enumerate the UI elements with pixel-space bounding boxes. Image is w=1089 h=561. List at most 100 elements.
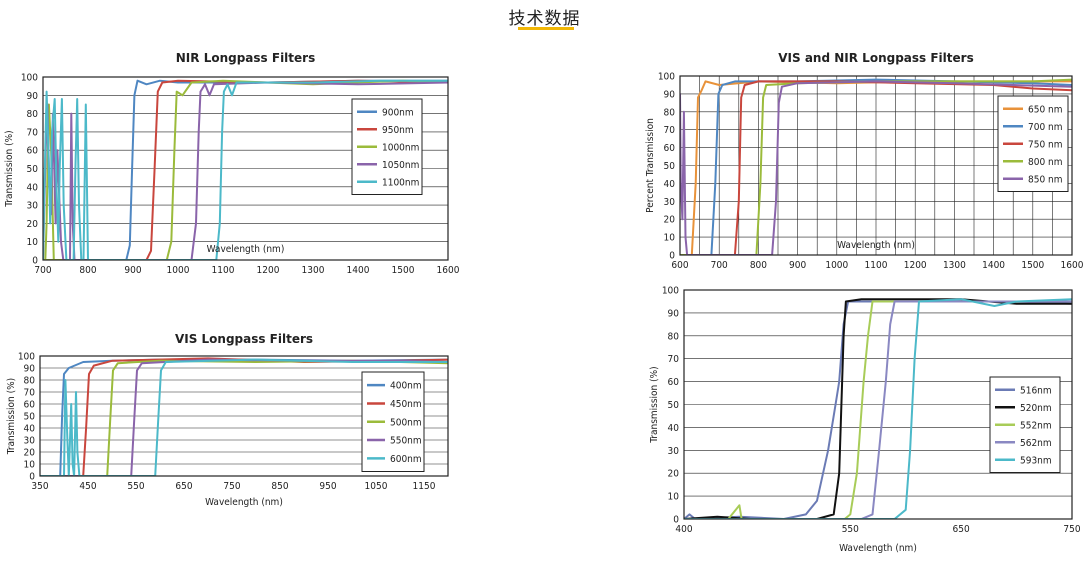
y-tick-label: 90 (24, 364, 36, 375)
x-tick-label: 750 (1063, 524, 1080, 535)
chart-title: VIS and NIR Longpass Filters (778, 51, 973, 65)
x-axis-title: Wavelength (nm) (207, 244, 285, 255)
y-tick-label: 30 (668, 446, 680, 457)
y-tick-label: 90 (664, 89, 676, 100)
y-tick-label: 100 (662, 286, 679, 297)
legend-label: 950nm (382, 125, 414, 136)
y-tick-label: 100 (18, 352, 35, 363)
series-line-1100nm (43, 79, 448, 260)
y-tick-label: 70 (27, 127, 39, 138)
y-tick-label: 30 (24, 436, 36, 447)
x-tick-label: 900 (789, 260, 806, 271)
x-tick-label: 700 (34, 265, 51, 276)
chart-title: NIR Longpass Filters (176, 51, 315, 65)
series-line-593nm (684, 298, 1072, 519)
y-tick-label: 40 (664, 179, 676, 190)
series-line-550nm (40, 358, 448, 476)
y-tick-label: 60 (664, 143, 676, 154)
y-tick-label: 60 (24, 400, 36, 411)
y-tick-label: 30 (664, 197, 676, 208)
series-line-750nm (680, 80, 1072, 255)
y-tick-label: 70 (664, 125, 676, 136)
x-tick-label: 1200 (257, 265, 280, 276)
page-header: 技术数据 (0, 0, 1089, 34)
legend-label: 650 nm (1028, 104, 1063, 115)
legend-label: 800 nm (1028, 157, 1063, 168)
legend-label: 500nm (390, 417, 422, 428)
legend-label: 520nm (1020, 403, 1052, 414)
y-axis-title: Transmission (%) (649, 366, 660, 443)
x-tick-label: 650 (953, 524, 970, 535)
y-tick-label: 0 (673, 515, 679, 526)
x-tick-label: 550 (127, 481, 144, 492)
y-tick-label: 90 (27, 91, 39, 102)
y-tick-label: 90 (668, 308, 680, 319)
x-tick-label: 1150 (413, 481, 436, 492)
legend-label: 516nm (1020, 385, 1052, 396)
y-tick-label: 60 (668, 377, 680, 388)
y-axis-title: Percent Transmission (645, 118, 656, 213)
legend-label: 593nm (1020, 455, 1052, 466)
x-tick-label: 750 (223, 481, 240, 492)
x-tick-label: 400 (675, 524, 692, 535)
y-tick-label: 80 (24, 376, 36, 387)
y-tick-label: 30 (27, 201, 39, 212)
y-tick-label: 10 (27, 237, 39, 248)
plot-frame (683, 289, 1073, 520)
x-tick-label: 1000 (825, 260, 848, 271)
x-tick-label: 1100 (865, 260, 888, 271)
y-tick-label: 0 (29, 472, 35, 483)
legend-label: 552nm (1020, 420, 1052, 431)
y-tick-label: 50 (27, 164, 39, 175)
x-axis-title: Wavelength (nm) (837, 240, 915, 251)
x-tick-label: 1400 (347, 265, 370, 276)
x-tick-label: 1100 (212, 265, 235, 276)
chart-vis-bandpass: 0 10 20 30 40 50 60 70 80 90 100 400 550 650 750 Wavele… (649, 286, 1081, 555)
y-tick-label: 60 (27, 146, 39, 157)
y-tick-label: 70 (668, 354, 680, 365)
y-tick-label: 40 (668, 423, 680, 434)
legend-label: 1050nm (382, 160, 419, 171)
title-underline (518, 27, 574, 30)
plot-frame (42, 76, 449, 261)
legend-label: 600nm (390, 454, 422, 465)
x-tick-label: 1400 (982, 260, 1005, 271)
legend-label: 562nm (1020, 438, 1052, 449)
x-tick-label: 1600 (437, 265, 460, 276)
y-tick-label: 20 (668, 469, 680, 480)
y-tick-label: 10 (664, 233, 676, 244)
series-line-1000nm (43, 79, 448, 260)
x-tick-label: 1300 (302, 265, 325, 276)
x-tick-label: 1300 (943, 260, 966, 271)
x-tick-label: 800 (750, 260, 767, 271)
y-tick-label: 80 (664, 107, 676, 118)
x-tick-label: 1600 (1061, 260, 1084, 271)
x-tick-label: 1500 (1021, 260, 1044, 271)
y-tick-label: 70 (24, 388, 36, 399)
y-tick-label: 20 (664, 215, 676, 226)
y-axis-title: Transmission (%) (6, 378, 17, 455)
y-axis-title: Transmission (%) (4, 130, 15, 207)
legend-label: 700 nm (1028, 122, 1063, 133)
y-tick-label: 20 (27, 219, 39, 230)
y-tick-label: 0 (32, 256, 38, 267)
chart-title: VIS Longpass Filters (175, 332, 313, 346)
plot-frame (39, 355, 449, 477)
legend-label: 850 nm (1028, 174, 1063, 185)
legend-label: 550nm (390, 436, 422, 447)
x-tick-label: 700 (711, 260, 728, 271)
y-tick-label: 0 (669, 251, 675, 262)
y-tick-label: 50 (664, 161, 676, 172)
y-tick-label: 100 (21, 73, 38, 84)
y-tick-label: 10 (668, 492, 680, 503)
series-line-562nm (684, 300, 1072, 519)
x-axis-title: Wavelength (nm) (839, 543, 917, 554)
chart-nir-longpass: 0 10 20 30 40 50 60 70 80 90 100 700 800 900 1000 1100 1… (4, 51, 460, 276)
series-line-850nm (680, 80, 1072, 255)
series-line-600nm (40, 358, 448, 476)
x-tick-label: 1200 (904, 260, 927, 271)
x-tick-label: 650 (175, 481, 192, 492)
x-axis-title: Wavelength (nm) (205, 497, 283, 508)
y-tick-label: 40 (27, 182, 39, 193)
x-tick-label: 550 (842, 524, 859, 535)
